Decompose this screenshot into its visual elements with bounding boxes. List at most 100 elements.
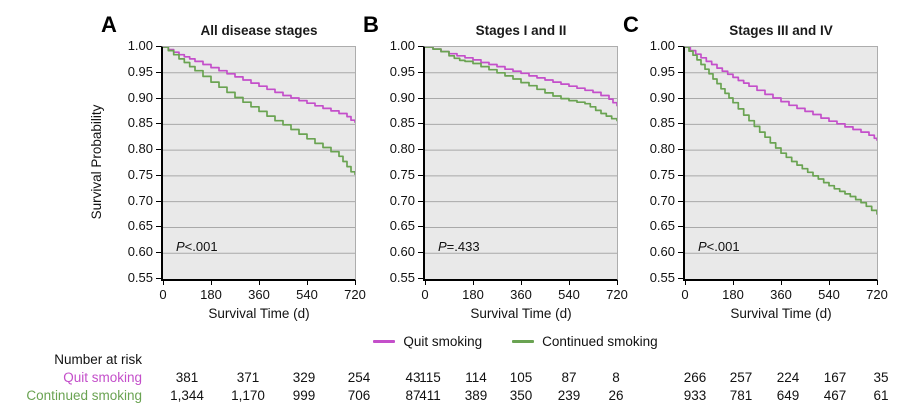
y-tick-label: 0.95 [649,63,675,79]
x-tick-label: 720 [606,287,628,302]
curve-quit-smoking [685,47,877,141]
y-tick-mark [156,46,161,47]
y-tick-mark [418,252,423,254]
x-tick-label: 360 [770,287,792,302]
x-tick-mark [733,280,734,285]
at-risk-value: 26 [608,388,624,403]
y-tick-mark [418,226,423,228]
legend-item-continued-smoking: Continued smoking [512,334,658,349]
y-tick-mark [156,123,161,125]
at-risk-value: 371 [236,370,260,385]
x-tick-mark [569,280,570,285]
curve-quit-smoking [163,47,355,123]
legend-label-quit-smoking: Quit smoking [403,334,483,349]
at-risk-value: 1,344 [170,388,204,403]
at-risk-value: 87 [561,370,577,385]
x-tick-label: 540 [818,287,840,302]
plot-area-c: P<.001 [683,46,878,281]
y-tick-mark [678,71,683,73]
legend: Quit smoking Continued smoking [120,334,911,349]
y-tick-mark [418,200,423,202]
y-tick-mark [418,149,423,151]
x-tick-mark [829,280,830,285]
x-tick-mark [355,280,356,285]
x-tick-label: 720 [344,287,366,302]
x-axis-title-c: Survival Time (d) [730,306,832,321]
survival-curves-c [685,47,877,254]
curve-continued-smoking [425,47,617,122]
at-risk-value: 329 [292,370,316,385]
y-tick-label: 0.90 [649,89,675,105]
panel-title-a: All disease stages [200,23,318,38]
at-risk-value: 114 [465,370,487,385]
panel-letter-c: C [623,12,639,37]
at-risk-value: 350 [509,388,533,403]
y-tick-label: 0.55 [127,270,153,285]
y-tick-mark [678,252,683,254]
y-tick-label: 0.75 [389,166,415,182]
x-tick-mark [307,280,308,285]
x-tick-label: 180 [722,287,744,302]
at-risk-value: 933 [683,388,707,403]
y-tick-mark [418,123,423,125]
panel-letter-a: A [101,12,117,37]
at-risk-value: 224 [776,370,800,385]
plot-area-b: P=.433 [423,46,618,281]
y-tick-mark [418,71,423,73]
y-tick-mark [156,226,161,228]
y-tick-mark [678,97,683,99]
at-risk-value: 254 [347,370,371,385]
y-tick-mark [156,252,161,254]
panel-title-b: Stages I and II [475,23,567,38]
at-risk-value: 266 [683,370,707,385]
y-tick-label: 0.95 [127,63,153,79]
curve-continued-smoking [163,47,355,175]
y-tick-label: 0.85 [649,115,675,131]
y-tick-mark [156,278,161,279]
y-tick-label: 0.55 [649,270,675,285]
at-risk-row-label-quit: Quit smoking [63,370,142,385]
x-tick-mark [617,280,618,285]
y-tick-mark [156,149,161,151]
at-risk-value: 999 [292,388,316,403]
panel-title-c: Stages III and IV [729,23,833,38]
p-value-a: P<.001 [176,239,218,254]
y-tick-label: 0.95 [389,63,415,79]
x-tick-mark [781,280,782,285]
at-risk-value: 167 [823,370,847,385]
at-risk-value: 43 [405,370,421,385]
quit-smoking-line-swatch [373,340,396,343]
at-risk-value: 389 [464,388,488,403]
x-tick-label: 180 [462,287,484,302]
x-tick-mark [521,280,522,285]
y-tick-label: 0.70 [649,192,675,208]
x-tick-mark [685,280,686,285]
at-risk-value: 8 [612,370,620,385]
x-tick-label: 360 [510,287,532,302]
continued-smoking-line-swatch [512,340,535,343]
at-risk-row-label-continued: Continued smoking [26,388,142,403]
y-tick-mark [156,71,161,73]
x-axis-title-a: Survival Time (d) [208,306,310,321]
y-tick-label: 0.60 [127,244,153,260]
y-tick-label: 0.90 [127,89,153,105]
y-tick-mark [678,226,683,228]
y-tick-label: 0.75 [649,166,675,182]
y-tick-label: 1.00 [389,38,415,53]
y-tick-mark [418,97,423,99]
y-tick-mark [156,97,161,99]
y-tick-mark [678,278,683,279]
at-risk-value: 781 [729,388,753,403]
at-risk-value: 239 [557,388,581,403]
number-at-risk-title: Number at risk [54,352,142,367]
y-tick-label: 0.75 [127,166,153,182]
curve-quit-smoking [425,47,617,107]
y-tick-label: 0.80 [649,141,675,157]
y-tick-label: 0.85 [389,115,415,131]
panel-letter-b: B [363,12,379,37]
y-tick-mark [678,123,683,125]
x-tick-mark [163,280,164,285]
y-tick-mark [156,174,161,176]
y-tick-label: 0.65 [389,218,415,234]
